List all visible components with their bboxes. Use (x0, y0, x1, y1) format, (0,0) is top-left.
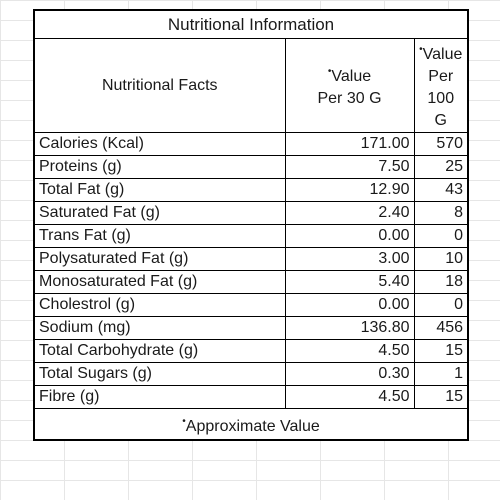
value-per-30g: 136.80 (284, 316, 415, 340)
nutrient-label: Cholestrol (g) (33, 293, 286, 317)
table-row: Proteins (g) 7.50 25 (33, 155, 469, 179)
nutrient-label: Sodium (mg) (33, 316, 286, 340)
value-per-30g: 5.40 (284, 270, 415, 294)
nutrient-label: Total Carbohydrate (g) (33, 339, 286, 363)
nutrient-label: Polysaturated Fat (g) (33, 247, 286, 271)
value-per-100g: 15 (413, 385, 469, 409)
value-per-100g: 1 (413, 362, 469, 386)
table-title: Nutritional Information (33, 9, 469, 39)
value-per-100g: 10 (413, 247, 469, 271)
nutrient-label: Total Sugars (g) (33, 362, 286, 386)
table-row: Trans Fat (g) 0.00 0 (33, 224, 469, 248)
header-per30-line2: Per 30 G (317, 90, 382, 107)
header-per30-line1: •Value (288, 61, 412, 88)
header-row: Nutritional Facts •Value Per 30 G •Value… (33, 38, 469, 133)
value-per-100g: 8 (413, 201, 469, 225)
title-row: Nutritional Information (33, 9, 469, 39)
nutrient-label: Proteins (g) (33, 155, 286, 179)
value-per-30g: 0.00 (284, 293, 415, 317)
nutrient-label: Fibre (g) (33, 385, 286, 409)
value-per-30g: 0.00 (284, 224, 415, 248)
value-per-30g: 0.30 (284, 362, 415, 386)
approx-marker: • (327, 66, 332, 77)
nutrient-label: Calories (Kcal) (33, 132, 286, 156)
value-per-30g: 2.40 (284, 201, 415, 225)
table-row: Saturated Fat (g) 2.40 8 (33, 201, 469, 225)
value-per-30g: 12.90 (284, 178, 415, 202)
nutrient-rows: Calories (Kcal) 171.00 570 Proteins (g) 7.50… (33, 132, 469, 409)
table-row: Sodium (mg) 136.80 456 (33, 316, 469, 340)
header-per30-value-text: Value (331, 68, 372, 85)
value-per-100g: 43 (413, 178, 469, 202)
table-row: Monosaturated Fat (g) 5.40 18 (33, 270, 469, 294)
table-row: Total Sugars (g) 0.30 1 (33, 362, 469, 386)
approx-marker: • (182, 416, 186, 427)
table-row: Polysaturated Fat (g) 3.00 10 (33, 247, 469, 271)
header-nutritional-facts: Nutritional Facts (33, 38, 286, 133)
header-value-per-30g: •Value Per 30 G (284, 38, 415, 133)
header-per100-line1: •Value (417, 40, 466, 67)
value-per-100g: 456 (413, 316, 469, 340)
value-per-100g: 18 (413, 270, 469, 294)
table-row: Total Carbohydrate (g) 4.50 15 (33, 339, 469, 363)
footnote-text: Approximate Value (185, 418, 320, 435)
value-per-100g: 15 (413, 339, 469, 363)
value-per-30g: 4.50 (284, 339, 415, 363)
value-per-100g: 25 (413, 155, 469, 179)
nutrient-label: Total Fat (g) (33, 178, 286, 202)
nutrient-label: Trans Fat (g) (33, 224, 286, 248)
value-per-100g: 0 (413, 293, 469, 317)
header-per100-value-text: Value (422, 46, 463, 63)
table-row: Calories (Kcal) 171.00 570 (33, 132, 469, 156)
footnote: •Approximate Value (33, 408, 469, 441)
value-per-100g: 570 (413, 132, 469, 156)
table-row: Fibre (g) 4.50 15 (33, 385, 469, 409)
value-per-30g: 4.50 (284, 385, 415, 409)
footnote-row: •Approximate Value (33, 408, 469, 441)
header-per100-line3: G (434, 112, 447, 129)
header-value-per-100g: •Value Per 100 G (413, 38, 469, 133)
approx-marker: • (419, 44, 423, 55)
table-row: Total Fat (g) 12.90 43 (33, 178, 469, 202)
value-per-30g: 171.00 (284, 132, 415, 156)
value-per-30g: 3.00 (284, 247, 415, 271)
header-per100-line2: Per 100 (427, 68, 455, 107)
nutrition-table: Nutritional Information Nutritional Fact… (33, 9, 470, 441)
nutrient-label: Monosaturated Fat (g) (33, 270, 286, 294)
table-row: Cholestrol (g) 0.00 0 (33, 293, 469, 317)
nutrient-label: Saturated Fat (g) (33, 201, 286, 225)
value-per-30g: 7.50 (284, 155, 415, 179)
value-per-100g: 0 (413, 224, 469, 248)
